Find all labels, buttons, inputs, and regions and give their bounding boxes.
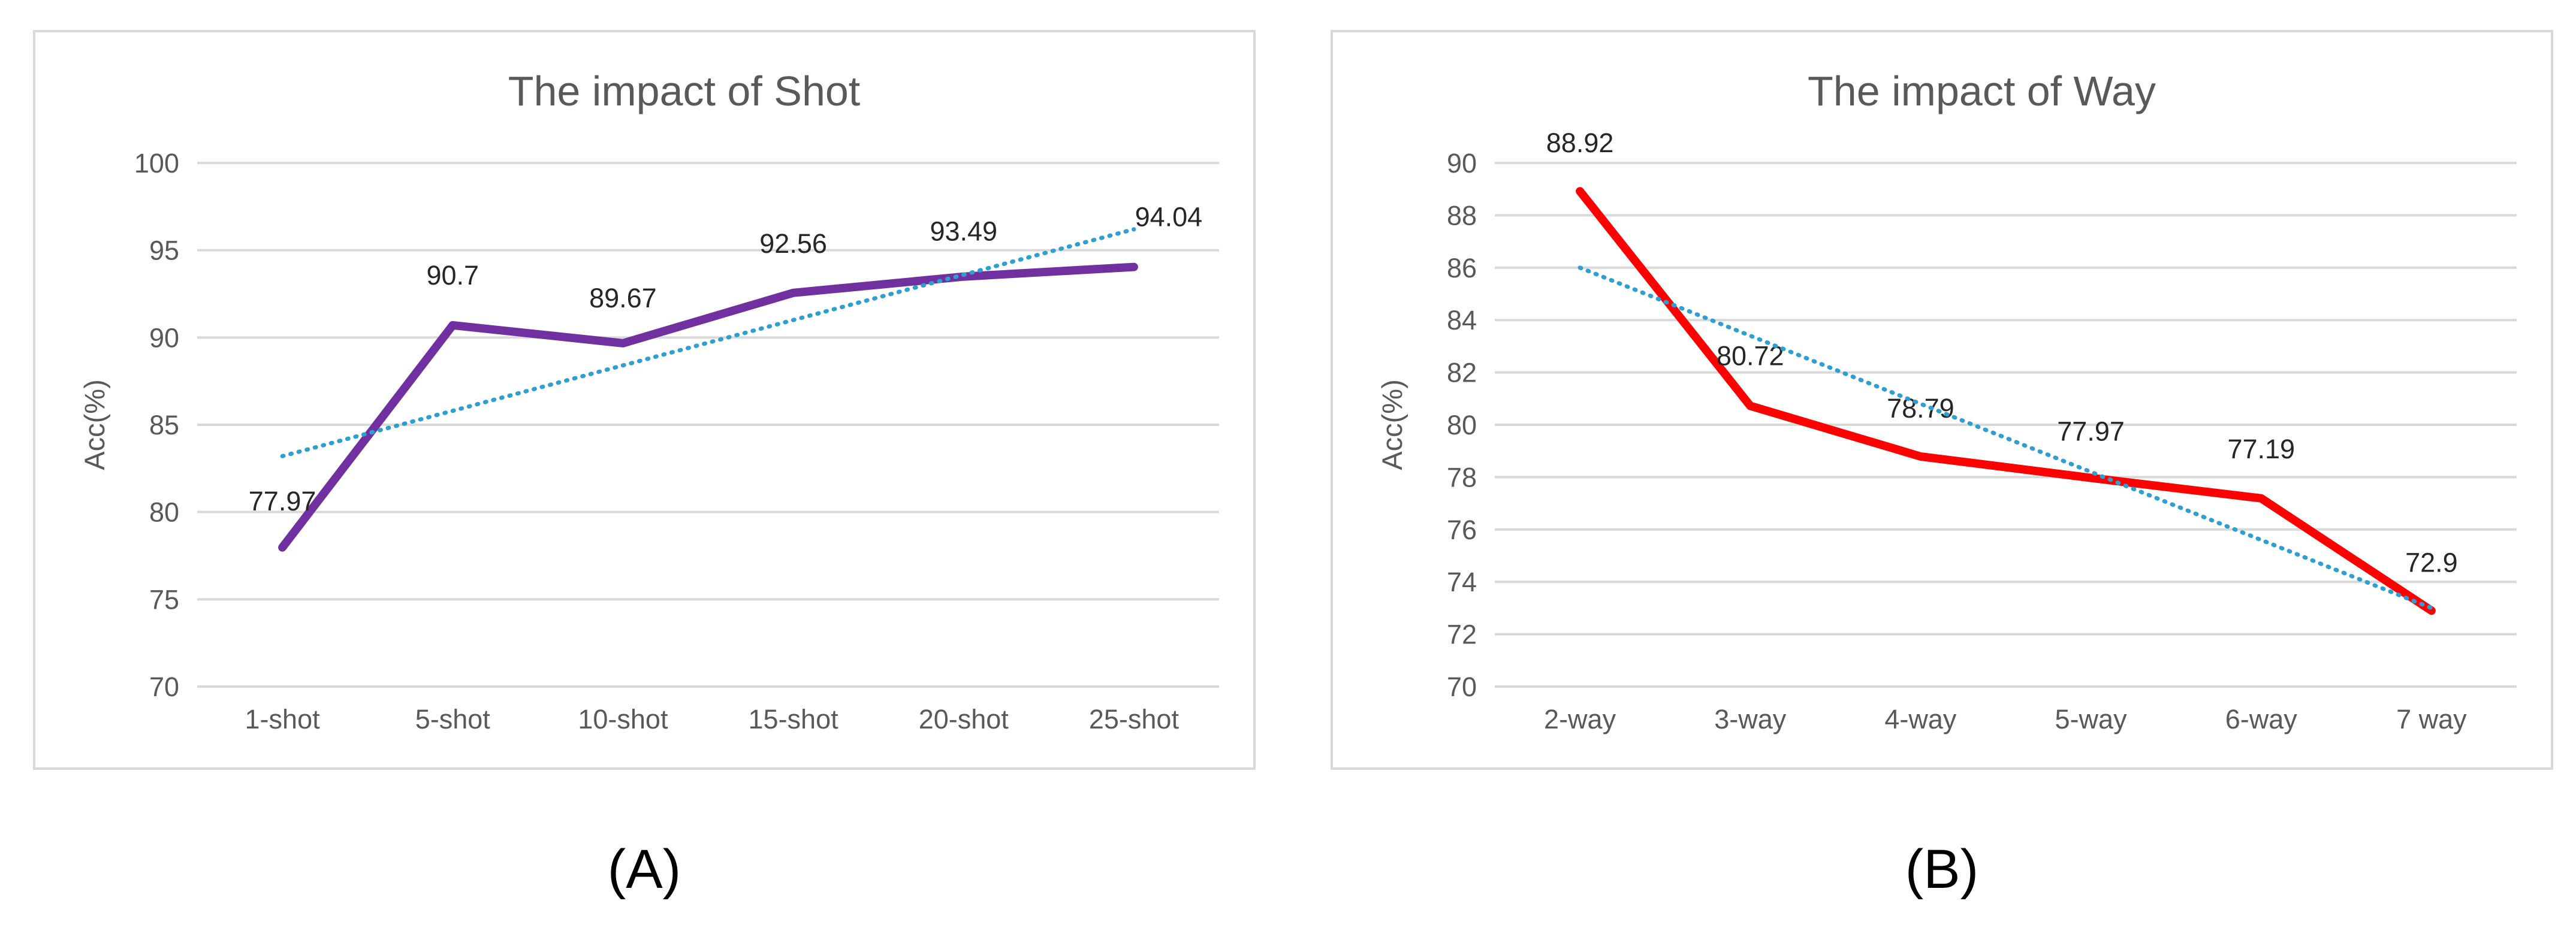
caption-a: (A) bbox=[607, 839, 681, 900]
y-tick-label: 78 bbox=[1447, 462, 1477, 492]
y-tick-label: 88 bbox=[1447, 200, 1477, 231]
y-tick-label: 74 bbox=[1447, 567, 1477, 597]
x-tick-label: 5-shot bbox=[415, 704, 491, 734]
chart-panel-way: The impact of Way 70 72 74 76 78 80 82 84 86 88 90 A… bbox=[1331, 30, 2553, 770]
x-tick-label: 3-way bbox=[1714, 704, 1787, 734]
trendline bbox=[280, 227, 1136, 458]
y-tick-label: 76 bbox=[1447, 515, 1477, 545]
x-tick-label: 4-way bbox=[1884, 704, 1957, 734]
y-tick-label: 70 bbox=[149, 672, 179, 702]
x-tick-label: 10-shot bbox=[578, 704, 668, 734]
data-label: 93.49 bbox=[930, 216, 997, 247]
y-tick-label: 85 bbox=[149, 410, 179, 440]
y-axis-label: Acc(%) bbox=[79, 379, 110, 470]
data-label: 92.56 bbox=[759, 228, 827, 259]
chart-title: The impact of Way bbox=[1808, 68, 2156, 114]
x-tick-label: 6-way bbox=[2225, 704, 2298, 734]
y-tick-label: 86 bbox=[1447, 253, 1477, 283]
trendline bbox=[1577, 265, 2434, 610]
x-tick-label: 25-shot bbox=[1089, 704, 1180, 734]
chart-shot-svg: The impact of Shot 70 75 80 85 90 95 100 Acc(%) 1… bbox=[79, 68, 1219, 734]
chart-title: The impact of Shot bbox=[508, 68, 861, 114]
data-label: 72.9 bbox=[2405, 547, 2458, 578]
x-tick-label: 5-way bbox=[2055, 704, 2128, 734]
data-label: 77.19 bbox=[2227, 434, 2295, 464]
caption-b: (B) bbox=[1905, 839, 1979, 900]
chart-way-svg: The impact of Way 70 72 74 76 78 80 82 84 86 88 90 A… bbox=[1376, 68, 2517, 734]
y-tick-label: 75 bbox=[149, 584, 179, 615]
y-tick-label: 95 bbox=[149, 235, 179, 266]
data-label: 94.04 bbox=[1135, 202, 1203, 232]
series-line bbox=[1576, 187, 2436, 615]
y-tick-label: 100 bbox=[134, 148, 179, 179]
data-label: 78.79 bbox=[1887, 393, 1954, 424]
y-tick-label: 90 bbox=[149, 322, 179, 353]
x-tick-label: 7 way bbox=[2396, 704, 2467, 734]
y-tick-label: 72 bbox=[1447, 619, 1477, 650]
y-tick-label: 84 bbox=[1447, 305, 1477, 335]
y-tick-label: 80 bbox=[149, 497, 179, 528]
y-tick-label: 70 bbox=[1447, 672, 1477, 702]
chart-panel-shot: The impact of Shot 70 75 80 85 90 95 100 Acc(%) 1… bbox=[33, 30, 1256, 770]
data-label: 77.97 bbox=[249, 486, 316, 516]
x-tick-label: 1-shot bbox=[245, 704, 321, 734]
x-tick-label: 15-shot bbox=[749, 704, 839, 734]
data-label: 88.92 bbox=[1546, 128, 1614, 158]
y-tick-label: 90 bbox=[1447, 148, 1477, 179]
data-label: 89.67 bbox=[589, 283, 657, 313]
y-tick-label: 80 bbox=[1447, 410, 1477, 440]
series-line bbox=[278, 262, 1138, 552]
x-tick-label: 2-way bbox=[1544, 704, 1616, 734]
data-label: 77.97 bbox=[2057, 416, 2125, 447]
y-tick-label: 82 bbox=[1447, 358, 1477, 388]
data-label: 90.7 bbox=[426, 260, 479, 291]
y-axis-label: Acc(%) bbox=[1376, 379, 1408, 470]
x-tick-label: 20-shot bbox=[919, 704, 1009, 734]
